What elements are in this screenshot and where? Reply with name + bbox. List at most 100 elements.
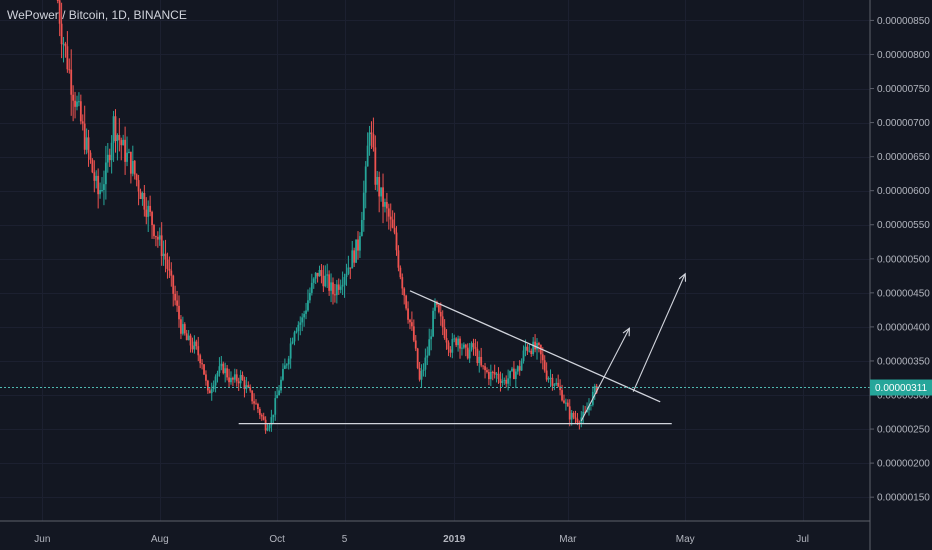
candle-body[interactable] [126,152,128,162]
candle-body[interactable] [272,414,275,418]
candle-body[interactable] [380,187,383,197]
candle-body[interactable] [511,368,513,371]
candle-body[interactable] [203,364,205,375]
candle-body[interactable] [582,411,585,418]
candle-body[interactable] [520,361,523,371]
candle-body[interactable] [335,284,338,296]
candle-body[interactable] [424,357,427,370]
candle-body[interactable] [426,355,429,358]
candle-body[interactable] [501,380,504,383]
candle-body[interactable] [78,101,80,103]
candle-body[interactable] [258,409,261,415]
candle-body[interactable] [443,327,446,339]
candle-body[interactable] [349,267,352,269]
candle-body[interactable] [416,348,419,368]
candle-body[interactable] [538,343,540,345]
candle-body[interactable] [422,369,425,371]
candle-body[interactable] [106,154,109,163]
candle-body[interactable] [260,414,263,417]
candle-body[interactable] [541,354,544,361]
candle-body[interactable] [391,219,394,228]
candle-body[interactable] [251,390,254,402]
candle-body[interactable] [285,364,288,366]
candle-body[interactable] [137,180,140,192]
candle-body[interactable] [341,284,344,287]
candle-body[interactable] [253,401,255,404]
candle-body[interactable] [214,376,217,386]
candle-body[interactable] [226,368,229,378]
candle-body[interactable] [282,368,284,380]
candle-body[interactable] [549,377,552,379]
candle-body[interactable] [62,43,65,45]
candle-body[interactable] [91,159,94,173]
candle-body[interactable] [491,371,494,373]
candle-body[interactable] [441,316,444,328]
candle-body[interactable] [195,341,198,347]
candle-body[interactable] [228,377,230,383]
candle-body[interactable] [101,190,103,192]
candle-body[interactable] [382,187,384,207]
candle-body[interactable] [487,371,490,380]
candle-body[interactable] [505,379,508,384]
candle-body[interactable] [324,275,327,287]
candle-body[interactable] [303,313,306,318]
candle-body[interactable] [147,205,150,217]
candle-body[interactable] [480,356,483,366]
candle-body[interactable] [387,208,390,217]
candle-body[interactable] [461,347,463,349]
candle-body[interactable] [586,410,588,413]
candle-body[interactable] [66,46,69,70]
candle-body[interactable] [590,404,592,406]
candle-body[interactable] [478,356,481,363]
drawing-layer[interactable] [238,272,687,425]
candle-body[interactable] [378,176,381,197]
candle-body[interactable] [405,295,408,309]
candle-body[interactable] [191,345,194,350]
candle-body[interactable] [70,69,73,95]
candle-body[interactable] [149,205,152,212]
candle-body[interactable] [120,140,123,146]
candle-body[interactable] [118,135,121,141]
candle-body[interactable] [270,417,273,426]
candle-body[interactable] [139,191,142,200]
candle-body[interactable] [368,132,371,146]
candle-body[interactable] [201,363,204,365]
candle-body[interactable] [534,341,536,350]
candle-body[interactable] [97,175,100,195]
candle-body[interactable] [301,317,304,323]
candle-body[interactable] [514,371,517,380]
candle-body[interactable] [457,338,459,346]
candle-body[interactable] [162,253,165,257]
candle-body[interactable] [99,190,101,195]
candle-body[interactable] [401,277,404,289]
candle-body[interactable] [561,390,563,401]
candle-body[interactable] [231,377,234,380]
candle-body[interactable] [181,324,184,334]
candle-body[interactable] [87,137,90,153]
candle-body[interactable] [453,338,456,340]
candle-body[interactable] [255,403,257,405]
candle-body[interactable] [193,341,196,350]
candle-body[interactable] [462,344,465,348]
candle-body[interactable] [507,378,510,384]
candle-body[interactable] [128,151,130,153]
candle-body[interactable] [474,347,477,349]
candle-body[interactable] [307,300,309,311]
candle-body[interactable] [64,43,67,47]
candle-body[interactable] [235,374,238,382]
candle-body[interactable] [570,412,573,420]
candle-body[interactable] [339,286,342,290]
candle-body[interactable] [291,341,294,344]
candle-body[interactable] [337,284,340,290]
candle-body[interactable] [359,236,361,251]
candle-body[interactable] [308,292,311,301]
candle-body[interactable] [143,192,146,210]
candle-body[interactable] [384,202,386,207]
candle-body[interactable] [278,390,280,396]
candle-body[interactable] [470,343,473,350]
candle-body[interactable] [168,268,171,271]
candle-body[interactable] [572,412,575,418]
candle-body[interactable] [224,368,227,374]
candle-body[interactable] [135,174,138,181]
candle-body[interactable] [60,23,63,45]
